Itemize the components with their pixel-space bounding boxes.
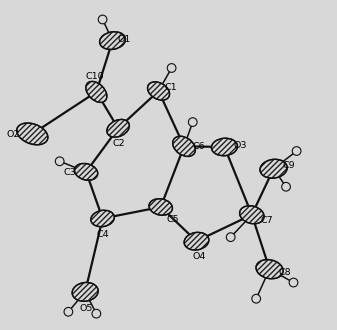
Ellipse shape <box>173 136 195 156</box>
Circle shape <box>289 278 298 287</box>
Text: C9: C9 <box>282 161 295 170</box>
Ellipse shape <box>17 123 48 145</box>
Text: C7: C7 <box>261 216 273 225</box>
Circle shape <box>188 118 197 126</box>
Text: C1: C1 <box>164 83 177 92</box>
Text: C4: C4 <box>96 230 109 239</box>
Ellipse shape <box>91 210 114 227</box>
Ellipse shape <box>72 282 98 301</box>
Circle shape <box>282 182 290 191</box>
Text: C10: C10 <box>86 72 104 81</box>
Ellipse shape <box>260 159 287 178</box>
Circle shape <box>226 233 235 242</box>
Ellipse shape <box>240 206 264 224</box>
Ellipse shape <box>211 138 238 156</box>
Circle shape <box>167 64 176 72</box>
Text: O2: O2 <box>7 130 20 139</box>
Ellipse shape <box>149 199 173 215</box>
Circle shape <box>292 147 301 155</box>
Ellipse shape <box>86 82 107 102</box>
Circle shape <box>64 308 73 316</box>
Text: O1: O1 <box>118 35 131 44</box>
Ellipse shape <box>256 260 283 279</box>
Text: O5: O5 <box>80 304 93 313</box>
Ellipse shape <box>99 32 125 50</box>
Circle shape <box>252 294 261 303</box>
Circle shape <box>55 157 64 166</box>
Text: O3: O3 <box>233 141 247 150</box>
Circle shape <box>92 309 101 318</box>
Text: O4: O4 <box>192 252 206 261</box>
Circle shape <box>98 15 107 24</box>
Text: C8: C8 <box>278 268 291 277</box>
Ellipse shape <box>184 232 209 250</box>
Text: C6: C6 <box>192 143 205 151</box>
Text: C2: C2 <box>113 139 125 148</box>
Ellipse shape <box>107 119 129 137</box>
Text: C3: C3 <box>64 168 76 177</box>
Ellipse shape <box>74 163 98 180</box>
Text: C5: C5 <box>166 215 179 224</box>
Ellipse shape <box>148 82 170 100</box>
